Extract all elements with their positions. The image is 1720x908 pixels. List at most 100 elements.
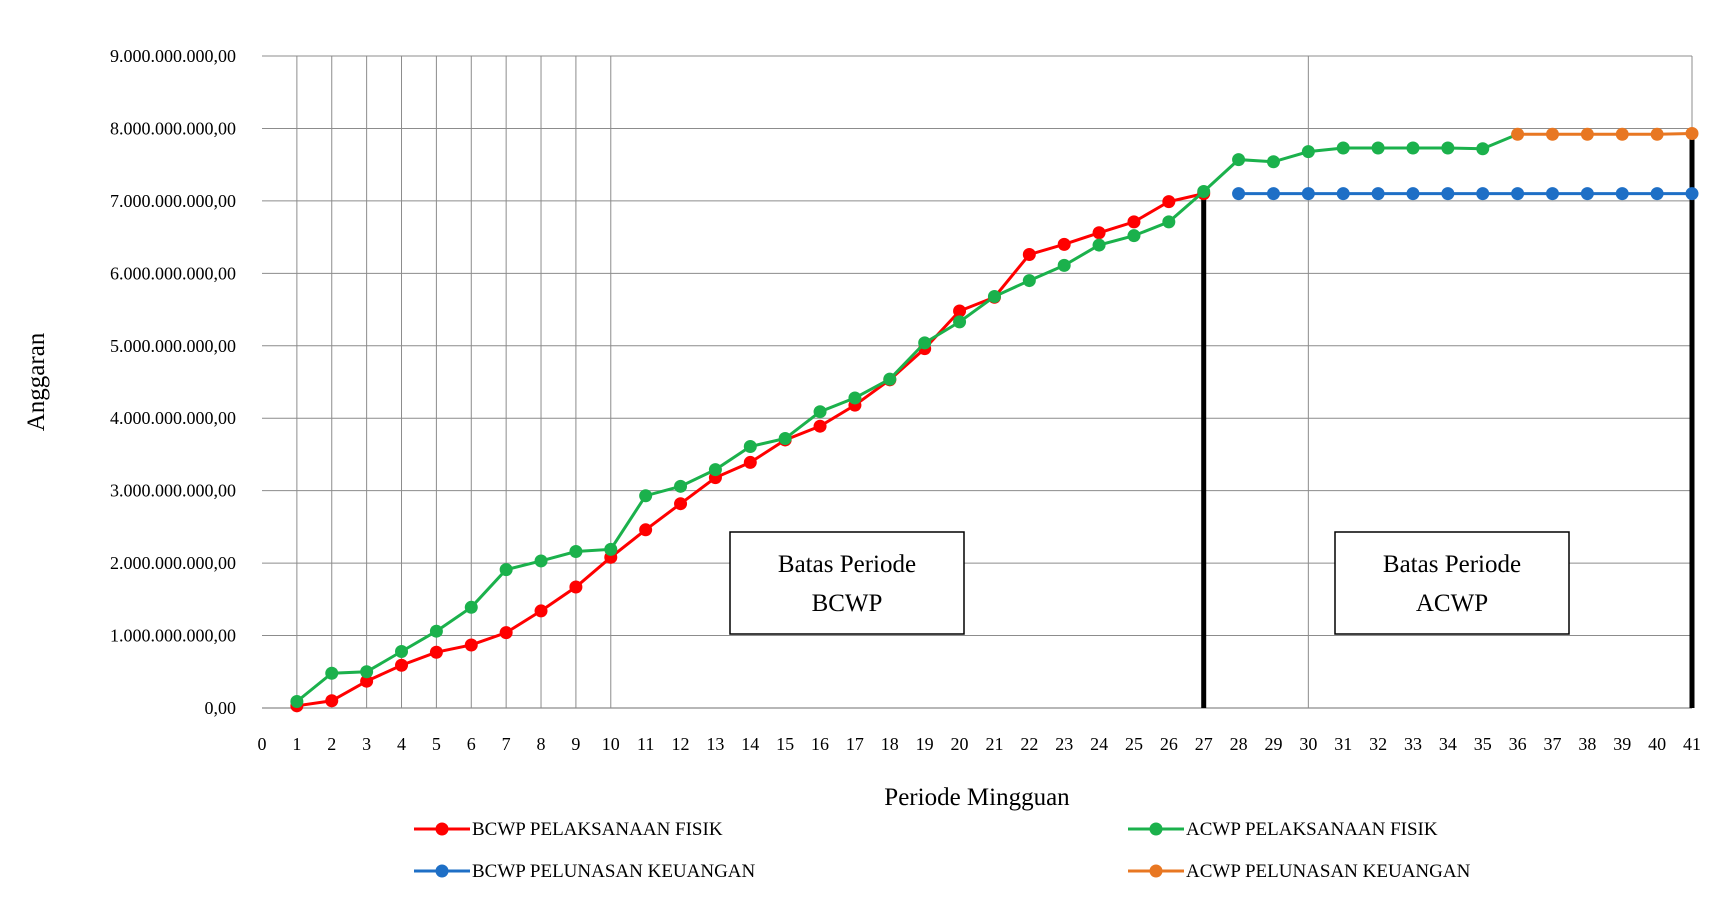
x-tick-label: 4 [397,734,406,754]
x-tick-label: 31 [1334,734,1352,754]
data-point [1092,238,1106,252]
series-acwp-pelaksanaan-fisik [290,141,1490,708]
data-point [1580,187,1594,201]
x-tick-label: 6 [467,734,476,754]
x-tick-label: 35 [1474,734,1492,754]
data-point [1162,215,1176,229]
data-point [1092,226,1106,240]
data-point [1406,141,1420,155]
data-point [1057,258,1071,272]
x-tick-label: 19 [916,734,934,754]
series-acwp-pelunasan-keuangan [1511,127,1699,141]
data-point [1685,127,1699,141]
y-axis-title: Anggaran [23,332,50,431]
x-axis-title: Periode Mingguan [884,784,1070,811]
data-point [1232,187,1246,201]
data-point [395,658,409,672]
data-point [325,666,339,680]
y-tick-label: 5.000.000.000,00 [110,336,236,356]
legend-item: ACWP PELAKSANAAN FISIK [1128,819,1438,840]
legend-label: BCWP PELAKSANAAN FISIK [472,819,723,840]
x-tick-label: 39 [1613,734,1631,754]
data-point [360,674,374,688]
data-point [464,638,478,652]
x-tick-label: 9 [571,734,580,754]
x-tick-label: 5 [432,734,441,754]
data-point [1580,127,1594,141]
x-tick-label: 12 [672,734,690,754]
data-point [674,479,688,493]
x-tick-label: 14 [741,734,759,754]
x-tick-label: 24 [1090,734,1108,754]
data-point [1266,187,1280,201]
data-point [1545,187,1559,201]
x-tick-label: 37 [1543,734,1561,754]
legend-label: ACWP PELAKSANAAN FISIK [1186,819,1438,840]
data-point [1371,187,1385,201]
x-tick-label: 23 [1055,734,1073,754]
data-point [743,455,757,469]
data-point [1685,187,1699,201]
x-tick-label: 10 [602,734,620,754]
data-point [848,391,862,405]
y-tick-label: 4.000.000.000,00 [110,408,236,428]
x-tick-label: 33 [1404,734,1422,754]
x-tick-label: 32 [1369,734,1387,754]
x-tick-label: 25 [1125,734,1143,754]
data-point [429,645,443,659]
data-point [953,315,967,329]
annotations: Batas Periode BCWP Batas Periode ACWP [729,133,1695,708]
annotation-text: ACWP [1416,590,1488,617]
legend-label: ACWP PELUNASAN KEUANGAN [1186,861,1471,882]
data-point [534,604,548,618]
legend-marker [1149,822,1163,836]
data-point [569,580,583,594]
data-point [1022,274,1036,288]
data-point [674,497,688,511]
x-tick-label: 38 [1578,734,1596,754]
y-tick-label: 8.000.000.000,00 [110,118,236,138]
data-point [1650,187,1664,201]
y-tick-label: 3.000.000.000,00 [110,481,236,501]
legend-marker [435,864,449,878]
x-tick-label: 22 [1020,734,1038,754]
data-point [708,463,722,477]
data-point [534,554,548,568]
x-tick-label: 20 [951,734,969,754]
data-point [1336,141,1350,155]
x-tick-label: 30 [1299,734,1317,754]
legend-item: BCWP PELUNASAN KEUANGAN [414,861,756,882]
data-point [1476,142,1490,156]
data-point [569,545,583,559]
data-point [499,563,513,577]
data-point [639,489,653,503]
x-tick-label: 27 [1195,734,1213,754]
x-tick-label: 17 [846,734,864,754]
annotation-box [1334,531,1570,635]
x-tick-label: 15 [776,734,794,754]
legend: BCWP PELAKSANAAN FISIK ACWP PELAKSANAAN F… [414,819,1471,882]
x-tick-label: 18 [881,734,899,754]
data-point [778,432,792,446]
legend-label: BCWP PELUNASAN KEUANGAN [472,861,756,882]
legend-item: BCWP PELAKSANAAN FISIK [414,819,723,840]
y-tick-label: 2.000.000.000,00 [110,553,236,573]
series-layer [290,127,1699,713]
data-point [1615,187,1629,201]
legend-marker [435,822,449,836]
data-point [1057,237,1071,251]
data-point [1441,187,1455,201]
x-tick-label: 28 [1230,734,1248,754]
y-tick-label: 7.000.000.000,00 [110,191,236,211]
data-point [1232,153,1246,167]
data-point [464,600,478,614]
x-tick-label: 7 [502,734,511,754]
data-point [813,405,827,419]
y-tick-label: 0,00 [205,698,237,718]
x-tick-label: 3 [362,734,371,754]
data-point [813,419,827,433]
x-tick-label: 40 [1648,734,1666,754]
data-point [429,624,443,638]
data-point [1476,187,1490,201]
data-point [1441,141,1455,155]
